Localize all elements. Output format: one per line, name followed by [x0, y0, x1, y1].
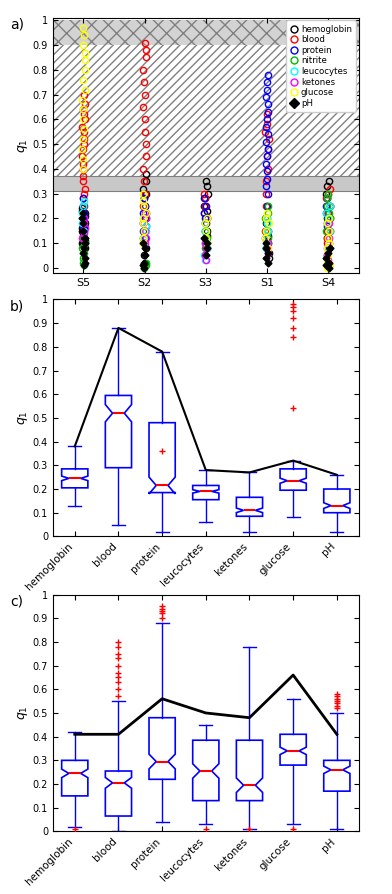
Bar [53, 176, 359, 191]
Y-axis label: $q_1$: $q_1$ [16, 705, 30, 721]
Legend: hemoglobin, blood, protein, nitrite, leucocytes, ketones, glucose, pH: hemoglobin, blood, protein, nitrite, leu… [286, 21, 356, 112]
Text: a): a) [10, 18, 24, 32]
Text: c): c) [10, 595, 23, 609]
Y-axis label: $q_1$: $q_1$ [16, 138, 30, 153]
Y-axis label: $q_1$: $q_1$ [16, 410, 30, 426]
Text: b): b) [10, 299, 24, 314]
